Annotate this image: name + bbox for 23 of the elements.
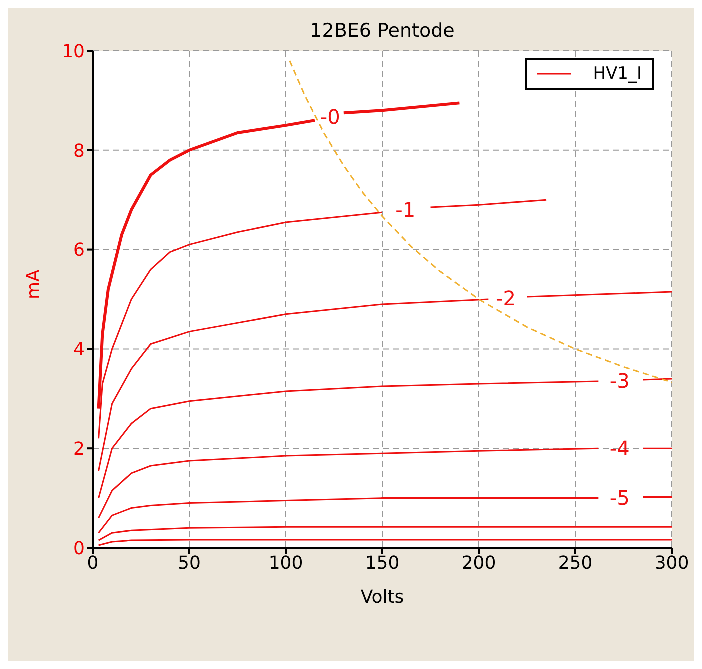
x-tick-label: 150 [365, 552, 400, 574]
y-tick-label: 8 [74, 140, 85, 162]
x-axis-title: Volts [360, 587, 404, 608]
y-tick-label: 6 [74, 240, 85, 262]
y-tick-label: 10 [62, 41, 85, 62]
x-tick-label: 100 [268, 552, 304, 574]
x-tick-label: 50 [178, 552, 201, 574]
annotation: -4 [610, 436, 630, 461]
annotation: -5 [610, 486, 630, 510]
x-tick-label: 200 [462, 552, 496, 574]
legend-label: HV1_I [593, 64, 642, 84]
x-tick-label: 0 [87, 552, 99, 574]
x-tick-label: 250 [558, 552, 593, 574]
annotation: -1 [396, 198, 416, 222]
x-tick-label: 300 [654, 552, 690, 574]
y-axis-title: mA [23, 268, 44, 300]
annotation: -3 [610, 368, 630, 393]
annotation: -0 [320, 104, 340, 129]
y-tick-label: 0 [74, 538, 85, 560]
annotation: -2 [496, 286, 516, 310]
y-tick-label: 2 [74, 438, 85, 460]
y-tick-label: 4 [74, 340, 85, 361]
chart-title: 12BE6 Pentode [309, 20, 456, 42]
